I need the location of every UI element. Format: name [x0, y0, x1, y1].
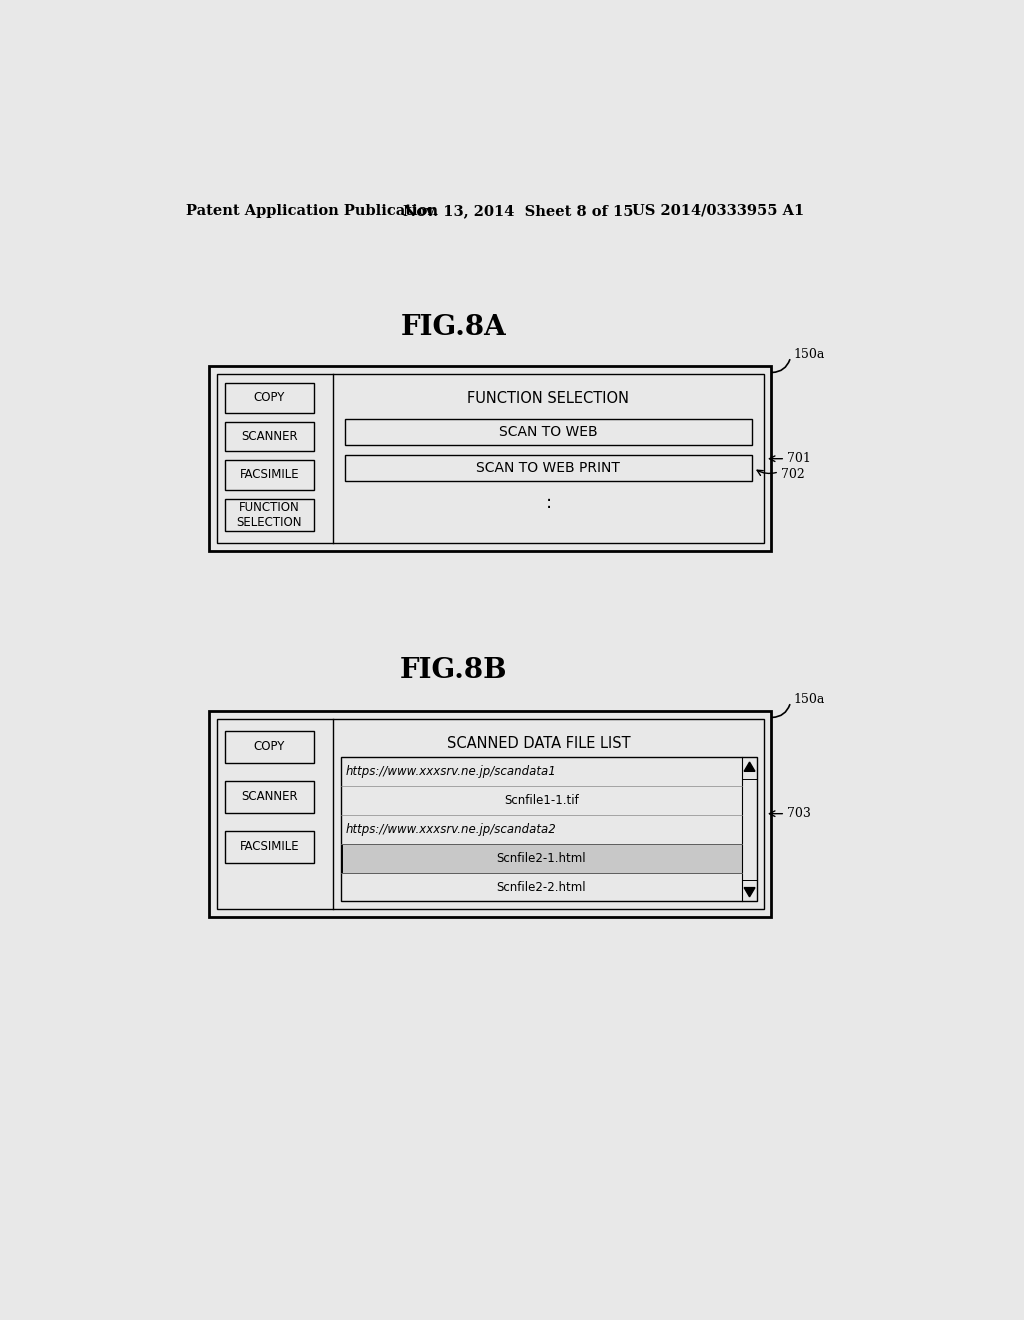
Polygon shape — [744, 887, 755, 896]
Text: SCAN TO WEB: SCAN TO WEB — [499, 425, 598, 438]
Text: SCANNED DATA FILE LIST: SCANNED DATA FILE LIST — [447, 737, 631, 751]
Bar — [225, 422, 314, 451]
Text: https://www.xxxsrv.ne.jp/scandata2: https://www.xxxsrv.ne.jp/scandata2 — [346, 822, 556, 836]
Bar — [209, 367, 771, 552]
Bar — [225, 780, 314, 813]
Bar — [225, 499, 314, 531]
Text: 702: 702 — [781, 467, 805, 480]
Text: FIG.8A: FIG.8A — [400, 314, 507, 342]
Text: Patent Application Publication: Patent Application Publication — [186, 203, 438, 218]
Text: COPY: COPY — [254, 741, 285, 754]
Text: FACSIMILE: FACSIMILE — [240, 841, 299, 853]
Bar — [345, 455, 752, 480]
Bar — [345, 418, 752, 445]
Text: 703: 703 — [786, 807, 811, 820]
Bar — [342, 843, 741, 873]
Text: SCAN TO WEB PRINT: SCAN TO WEB PRINT — [476, 461, 621, 475]
Text: 150a: 150a — [793, 693, 824, 706]
Text: https://www.xxxsrv.ne.jp/scandata1: https://www.xxxsrv.ne.jp/scandata1 — [346, 766, 556, 779]
Bar — [225, 383, 314, 412]
Bar — [225, 830, 314, 863]
Bar — [225, 461, 314, 490]
Bar — [209, 711, 771, 917]
Polygon shape — [744, 762, 755, 771]
Text: SCANNER: SCANNER — [241, 430, 298, 444]
Text: FACSIMILE: FACSIMILE — [240, 469, 299, 482]
Text: Scnfile2-1.html: Scnfile2-1.html — [497, 851, 587, 865]
Bar — [217, 719, 764, 909]
Text: COPY: COPY — [254, 391, 285, 404]
Bar — [341, 758, 758, 902]
Text: :: : — [546, 495, 552, 512]
Bar — [217, 374, 764, 544]
Text: FUNCTION SELECTION: FUNCTION SELECTION — [467, 391, 630, 407]
Bar — [741, 779, 758, 880]
Text: US 2014/0333955 A1: US 2014/0333955 A1 — [632, 203, 804, 218]
Text: FIG.8B: FIG.8B — [399, 657, 507, 684]
Text: 150a: 150a — [793, 348, 824, 362]
Text: Scnfile1-1.tif: Scnfile1-1.tif — [504, 795, 579, 807]
Text: SCANNER: SCANNER — [241, 791, 298, 804]
Text: FUNCTION
SELECTION: FUNCTION SELECTION — [237, 500, 302, 529]
Text: 701: 701 — [786, 453, 811, 465]
Text: Scnfile2-2.html: Scnfile2-2.html — [497, 880, 587, 894]
Text: Nov. 13, 2014  Sheet 8 of 15: Nov. 13, 2014 Sheet 8 of 15 — [403, 203, 634, 218]
Bar — [225, 730, 314, 763]
